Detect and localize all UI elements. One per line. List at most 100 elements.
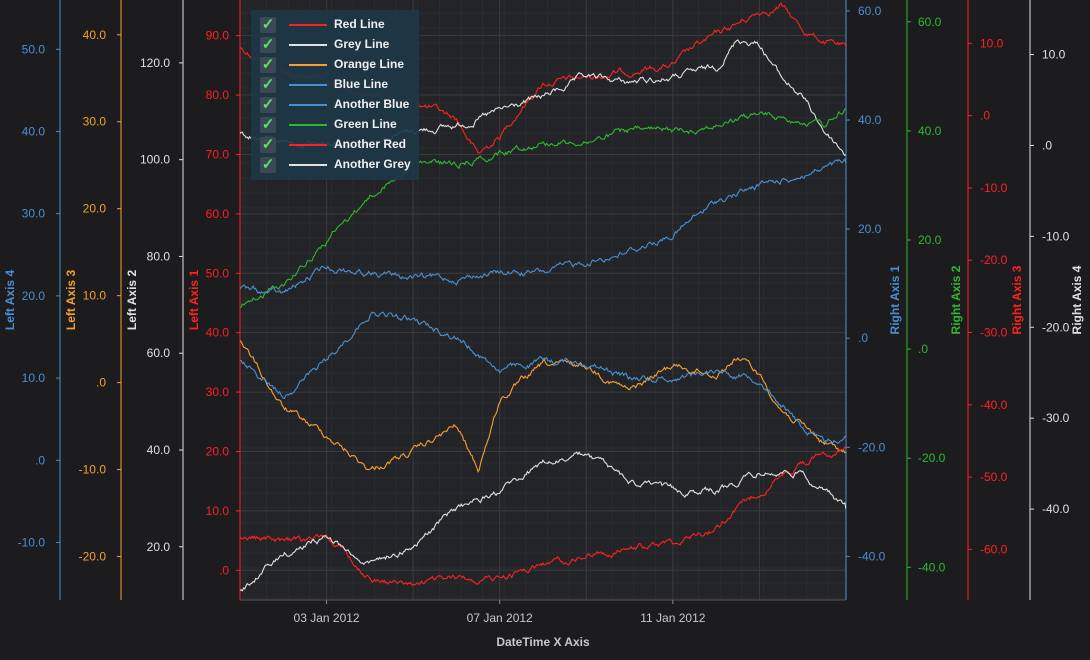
axis-title-right2: Right Axis 2 (949, 265, 963, 334)
tick-label-right4: -20.0 (1042, 320, 1070, 334)
legend-checkbox[interactable]: ✓ (260, 156, 276, 173)
tick-label-left2: 100.0 (140, 153, 170, 167)
tick-label-right2: 20.0 (918, 233, 942, 247)
legend-checkbox[interactable]: ✓ (260, 136, 276, 153)
x-axis-title: DateTime X Axis (496, 635, 590, 649)
x-axis: 03 Jan 2012 07 Jan 2012 11 Jan 2012 DateTim… (240, 599, 846, 649)
tick-label-right2: 40.0 (918, 124, 942, 138)
legend-checkbox[interactable]: ✓ (260, 76, 276, 93)
axis-right3: -60.0 -50.0 -40.0 -30.0 -20.0 -10.0 .0 10.0 Righ… (967, 0, 1024, 600)
legend-item[interactable]: ✓ Blue Line (251, 74, 419, 94)
series-line-orange-line (240, 340, 846, 474)
legend-label: Green Line (334, 117, 397, 131)
axis-left2: 20.0 40.0 60.0 80.0 100.0 120.0 Left Axis 2 (125, 0, 184, 600)
tick-label-right2: -20.0 (918, 451, 946, 465)
tick-label-right1: 60.0 (858, 4, 882, 18)
x-tick-label: 11 Jan 2012 (640, 611, 705, 625)
legend-checkbox[interactable]: ✓ (260, 96, 276, 113)
tick-label-left1: 70.0 (206, 147, 230, 161)
tick-label-left3: 10.0 (83, 289, 107, 303)
legend-item[interactable]: ✓ Green Line (251, 114, 419, 134)
legend-label: Another Red (334, 137, 406, 151)
legend-label: Another Grey (334, 157, 411, 171)
legend-swatch (289, 24, 327, 26)
legend-swatch (289, 144, 327, 146)
tick-label-left3: 20.0 (83, 202, 107, 216)
legend-swatch (289, 104, 327, 106)
tick-label-left3: 40.0 (83, 28, 107, 42)
legend-item[interactable]: ✓ Another Red (251, 134, 419, 154)
axis-title-right1: Right Axis 1 (888, 265, 902, 334)
legend-swatch (289, 64, 327, 66)
tick-label-left4: -10.0 (18, 535, 46, 549)
tick-label-left3: -10.0 (79, 463, 107, 477)
axis-left4: -10.0 .0 10.0 20.0 30.0 40.0 50.0 Left Axis 4 (3, 0, 61, 600)
tick-label-right1: .0 (858, 331, 868, 345)
x-tick-label: 03 Jan 2012 (294, 611, 360, 625)
legend-swatch (289, 164, 327, 166)
tick-label-left3: .0 (96, 376, 106, 390)
legend-checkbox[interactable]: ✓ (260, 36, 276, 53)
tick-label-left1: 50.0 (206, 266, 230, 280)
axis-title-left4: Left Axis 4 (3, 270, 17, 331)
tick-label-left4: 20.0 (22, 289, 46, 303)
tick-label-left3: 30.0 (83, 115, 107, 129)
tick-label-left1: 90.0 (206, 29, 230, 43)
tick-label-right3: -20.0 (980, 253, 1008, 267)
legend-label: Blue Line (334, 77, 389, 91)
axis-title-left3: Left Axis 3 (64, 270, 78, 331)
tick-label-right3: .0 (980, 109, 990, 123)
legend-checkbox[interactable]: ✓ (260, 16, 276, 33)
legend-swatch (289, 84, 327, 86)
tick-label-left4: .0 (35, 453, 45, 467)
tick-label-left4: 10.0 (22, 371, 46, 385)
tick-label-right4: .0 (1042, 138, 1052, 152)
tick-label-left4: 40.0 (22, 125, 46, 139)
tick-label-right2: .0 (918, 342, 928, 356)
axis-title-left1: Left Axis 1 (187, 270, 201, 331)
tick-label-right3: -10.0 (980, 181, 1008, 195)
axis-title-right4: Right Axis 4 (1070, 265, 1084, 334)
tick-label-left1: .0 (219, 563, 229, 577)
legend-swatch (289, 44, 327, 46)
legend-item[interactable]: ✓ Orange Line (251, 54, 419, 74)
legend-checkbox[interactable]: ✓ (260, 116, 276, 133)
tick-label-right4: -30.0 (1042, 411, 1070, 425)
tick-label-left2: 120.0 (140, 56, 170, 70)
series-group (240, 1, 846, 592)
legend-label: Another Blue (334, 97, 410, 111)
tick-label-right3: 10.0 (980, 36, 1004, 50)
legend: ✓ Red Line ✓ Grey Line ✓ Orange Line ✓ Blue Lin… (251, 10, 419, 180)
series-line-green-line (240, 108, 846, 308)
tick-label-left1: 80.0 (206, 88, 230, 102)
legend-item[interactable]: ✓ Red Line (251, 14, 419, 34)
legend-item[interactable]: ✓ Another Grey (251, 154, 419, 174)
tick-label-right3: -60.0 (980, 542, 1008, 556)
tick-label-right1: -40.0 (858, 549, 886, 563)
axis-left1: .0 10.0 20.0 30.0 40.0 50.0 60.0 70.0 80.0 90.0 Le… (187, 0, 241, 600)
series-line-another-red (240, 446, 846, 586)
tick-label-right4: -40.0 (1042, 502, 1070, 516)
legend-checkbox[interactable]: ✓ (260, 56, 276, 73)
tick-label-left1: 10.0 (206, 504, 230, 518)
tick-label-left4: 50.0 (22, 42, 46, 56)
legend-label: Orange Line (334, 57, 405, 71)
tick-label-right1: 20.0 (858, 222, 882, 236)
legend-item[interactable]: ✓ Another Blue (251, 94, 419, 114)
axis-right1: -40.0 -20.0 .0 20.0 40.0 60.0 Right Axis 1 (845, 0, 902, 600)
tick-label-left3: -20.0 (79, 550, 107, 564)
tick-label-right3: -40.0 (980, 398, 1008, 412)
series-line-blue-line (240, 158, 846, 295)
x-tick-label: 07 Jan 2012 (467, 611, 533, 625)
legend-item[interactable]: ✓ Grey Line (251, 34, 419, 54)
tick-label-left4: 30.0 (22, 207, 46, 221)
tick-label-right2: 60.0 (918, 15, 942, 29)
tick-label-right4: 10.0 (1042, 48, 1066, 62)
series-line-another-blue (240, 311, 846, 445)
tick-label-left2: 80.0 (147, 249, 171, 263)
tick-label-left1: 20.0 (206, 444, 230, 458)
legend-label: Grey Line (334, 37, 390, 51)
tick-label-right4: -10.0 (1042, 229, 1070, 243)
